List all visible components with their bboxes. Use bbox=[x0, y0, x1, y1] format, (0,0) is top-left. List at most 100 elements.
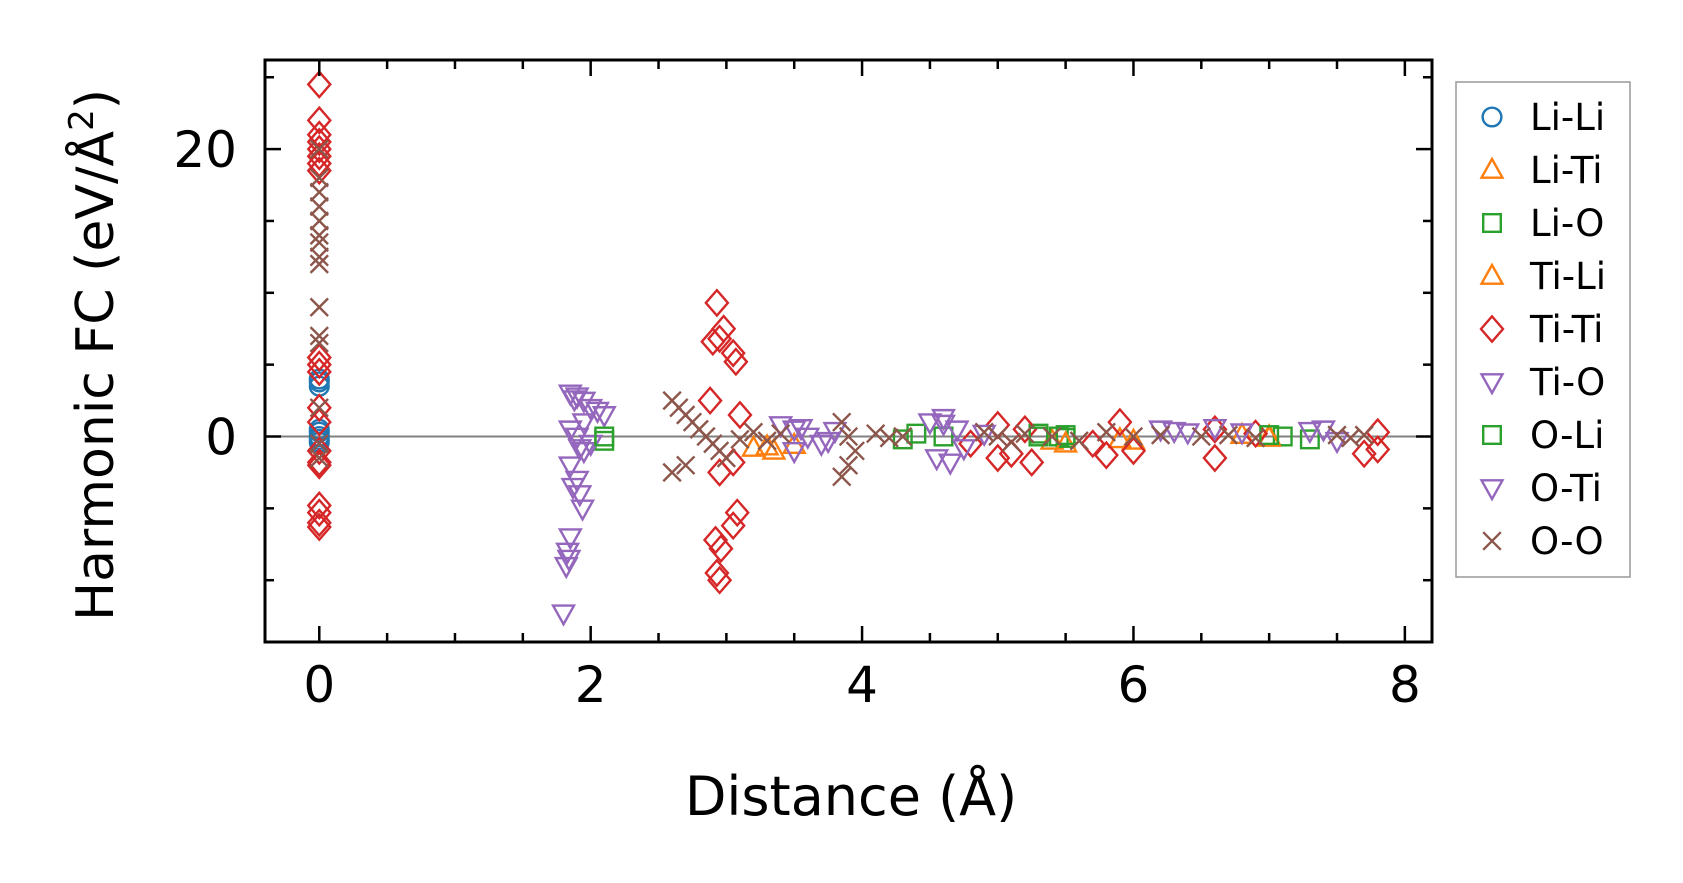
point-o-o bbox=[309, 211, 329, 231]
point-ti-o bbox=[917, 413, 943, 436]
point-ti-ti bbox=[1202, 443, 1228, 473]
legend-item-o-li: O-Li bbox=[1481, 414, 1604, 457]
series-o-ti bbox=[560, 390, 1350, 501]
x-axis-title: Distance (Å) bbox=[685, 764, 1017, 828]
legend-label: O-Ti bbox=[1530, 467, 1602, 510]
point-ti-ti bbox=[306, 134, 332, 164]
point-o-o bbox=[1191, 426, 1211, 447]
point-o-o bbox=[974, 422, 994, 442]
legend-marker-o-o bbox=[1482, 531, 1502, 551]
point-li-ti bbox=[761, 437, 787, 460]
point-o-o bbox=[309, 247, 329, 267]
point-li-li bbox=[308, 371, 330, 393]
legend-label: Ti-Ti bbox=[1529, 308, 1603, 351]
point-o-o bbox=[865, 423, 886, 444]
point-ti-o bbox=[1297, 421, 1323, 445]
point-o-o bbox=[1354, 425, 1374, 445]
point-o-ti bbox=[560, 477, 586, 501]
point-ti-ti bbox=[306, 350, 332, 380]
point-o-o bbox=[757, 431, 777, 451]
point-ti-ti bbox=[306, 450, 332, 480]
point-ti-o bbox=[924, 449, 950, 472]
point-o-li bbox=[1259, 425, 1280, 446]
y-axis-title: Harmonic FC (eV/Å2) bbox=[62, 89, 126, 621]
legend-marker-ti-o bbox=[1479, 373, 1505, 396]
point-ti-o bbox=[557, 420, 583, 443]
point-o-o bbox=[309, 434, 329, 454]
point-ti-ti bbox=[306, 156, 332, 186]
point-ti-ti bbox=[720, 447, 746, 477]
data-points bbox=[306, 69, 1391, 627]
point-o-o bbox=[309, 333, 329, 353]
point-o-o bbox=[730, 429, 750, 450]
point-ti-o bbox=[937, 453, 963, 476]
point-ti-ti bbox=[727, 400, 753, 430]
point-ti-ti bbox=[306, 498, 332, 528]
legend-item-li-li: Li-Li bbox=[1481, 96, 1605, 139]
point-ti-ti bbox=[1093, 440, 1119, 470]
point-o-li bbox=[594, 426, 615, 447]
x-tick-label: 8 bbox=[1389, 656, 1421, 714]
point-o-o bbox=[743, 422, 764, 442]
point-ti-o bbox=[557, 528, 583, 551]
point-o-o bbox=[1123, 426, 1144, 447]
point-o-o bbox=[988, 426, 1008, 447]
point-o-ti bbox=[567, 439, 593, 462]
point-ti-ti bbox=[706, 324, 733, 354]
point-ti-o bbox=[571, 441, 597, 465]
legend-marker-o-ti bbox=[1479, 479, 1505, 502]
legend-label: Li-O bbox=[1530, 202, 1604, 245]
point-ti-ti bbox=[704, 558, 730, 588]
point-ti-o bbox=[557, 456, 583, 479]
point-o-o bbox=[662, 462, 682, 483]
point-o-o bbox=[893, 426, 913, 447]
point-ti-ti bbox=[1351, 439, 1377, 469]
point-ti-o bbox=[570, 499, 596, 522]
point-ti-o bbox=[553, 556, 579, 580]
legend-label: O-Li bbox=[1530, 414, 1604, 457]
point-o-o bbox=[309, 398, 329, 418]
point-ti-o bbox=[1175, 423, 1201, 446]
point-ti-ti bbox=[306, 69, 332, 99]
point-ti-ti bbox=[306, 407, 332, 437]
y-tick-label: 20 bbox=[173, 121, 237, 179]
y-axis-title-close: ) bbox=[66, 89, 126, 109]
series-o-o bbox=[309, 139, 1374, 487]
point-ti-o bbox=[781, 441, 807, 465]
point-ti-ti bbox=[704, 288, 730, 318]
point-ti-ti bbox=[306, 127, 332, 157]
point-ti-ti bbox=[1120, 436, 1147, 466]
legend-item-li-ti: Li-Ti bbox=[1479, 149, 1603, 192]
point-o-o bbox=[309, 182, 329, 202]
point-ti-ti bbox=[306, 148, 332, 178]
point-o-o bbox=[309, 326, 329, 346]
point-li-li bbox=[308, 421, 330, 443]
point-o-o bbox=[832, 412, 852, 432]
legend-item-li-o: Li-O bbox=[1481, 202, 1604, 245]
point-ti-ti bbox=[706, 565, 733, 595]
point-ti-ti bbox=[306, 447, 332, 477]
plot-frame bbox=[263, 58, 1434, 644]
point-ti-ti bbox=[306, 512, 332, 542]
y-tick-label: 0 bbox=[205, 409, 237, 467]
point-ti-o bbox=[1310, 420, 1336, 443]
point-o-ti bbox=[1324, 431, 1350, 455]
point-o-o bbox=[1218, 425, 1239, 445]
point-ti-o bbox=[944, 420, 970, 443]
point-o-ti bbox=[561, 390, 587, 413]
point-li-o bbox=[1299, 429, 1320, 450]
point-o-o bbox=[309, 254, 329, 274]
point-ti-ti bbox=[306, 357, 332, 387]
point-ti-ti bbox=[1019, 447, 1045, 477]
point-ti-ti bbox=[1012, 414, 1038, 444]
point-o-o bbox=[1245, 428, 1266, 448]
series-ti-o bbox=[551, 384, 1336, 627]
axis-ticks bbox=[265, 60, 1432, 642]
legend-marker-li-ti bbox=[1479, 156, 1505, 179]
point-ti-ti bbox=[724, 498, 750, 528]
point-ti-ti bbox=[306, 491, 332, 520]
point-ti-ti bbox=[985, 443, 1011, 473]
point-ti-ti bbox=[700, 327, 726, 357]
point-o-o bbox=[771, 423, 791, 444]
